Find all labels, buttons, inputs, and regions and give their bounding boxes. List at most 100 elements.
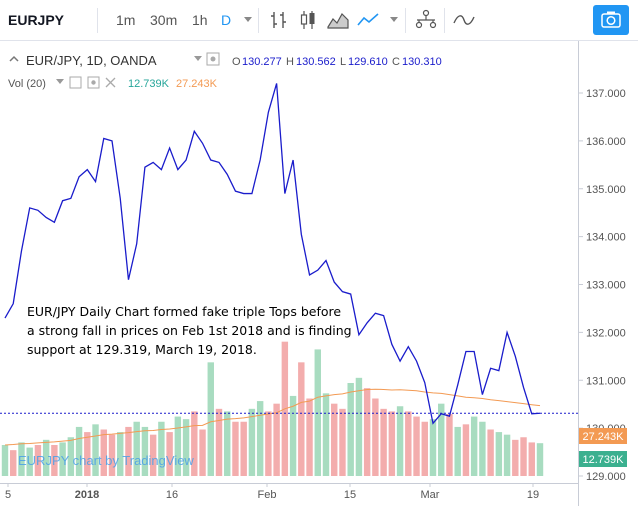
volume-bar [289,395,297,476]
close-value: 130.310 [402,56,442,68]
volume-bar [413,416,420,476]
candle-style-icon[interactable] [296,8,320,32]
time-tick-label: 19 [527,489,539,501]
volume-bar [158,421,165,476]
time-tick-label: 2018 [75,489,99,501]
volume-bar [528,442,535,476]
legend-title: EUR/JPY, 1D, OANDA [26,53,157,68]
volume-bar [347,383,354,476]
price-tick-label: 135.000 [586,184,626,196]
volume-bar [265,411,272,476]
volume-dropdown-icon[interactable] [56,79,64,84]
snapshot-button[interactable] [593,5,629,35]
volume-bar [248,408,256,476]
price-tick-label: 136.000 [586,136,626,148]
volume-bar [84,432,91,476]
time-tick-label: Mar [421,489,440,501]
chart-annotation[interactable]: EUR/JPY Daily Chart formed fake triple T… [27,304,352,357]
interval-30m[interactable]: 30m [150,12,178,28]
price-line [4,83,541,425]
price-axis[interactable]: 129.000130.000131.000132.000133.000134.0… [578,88,626,483]
volume-bar [487,429,494,476]
high-value: 130.562 [296,56,336,68]
volume-bar [396,406,404,476]
volume-bar [405,411,412,476]
low-value: 129.610 [348,56,388,68]
interval-d[interactable]: D [221,12,232,28]
volume-bar [240,421,247,476]
volume-bar [199,429,206,476]
volume-bar [479,421,486,476]
volume-remove-icon[interactable] [105,77,116,88]
volume-bar [141,426,149,476]
indicator-icon[interactable] [452,8,476,32]
volume-legend-title: Vol (20) [8,78,46,90]
volume-bar [100,429,107,476]
price-tick-label: 131.000 [586,375,626,387]
volume-value: 12.739K [128,78,170,90]
volume-bar [363,388,371,476]
bar-style-icon[interactable] [267,8,291,32]
volume-bar [125,426,132,476]
open-label: O [232,56,241,68]
tradingview-watermark[interactable]: EURJPY chart by TradingView [18,453,194,468]
annotation-line-1: EUR/JPY Daily Chart formed fake triple T… [27,304,341,319]
time-tick-label: 16 [166,489,178,501]
volume-bar [314,349,321,476]
compare-icon[interactable] [414,8,438,32]
volume-bars [1,341,544,476]
price-tick-label: 137.000 [586,88,626,100]
time-tick-label: 5 [5,489,11,501]
interval-dropdown-icon[interactable] [244,17,252,22]
chart-style-dropdown-icon[interactable] [390,17,398,22]
volume-bar [92,424,99,476]
time-tick-label: Feb [258,489,277,501]
volume-bar [339,408,346,476]
close-label: C [392,56,400,68]
volume-bar [503,434,511,476]
camera-icon [601,11,621,28]
chart-toolbar: EURJPY 1m 30m 1h D [0,0,638,41]
price-tick-label: 134.000 [586,232,626,244]
volume-bar [174,416,182,476]
volume-bar [42,439,50,476]
price-chart[interactable]: 129.000130.000131.000132.000133.000134.0… [0,41,638,506]
volume-bar [388,411,396,476]
volume-visibility-icon[interactable] [69,76,82,89]
area-style-icon[interactable] [326,8,350,32]
price-tick-label: 133.000 [586,280,626,292]
high-label: H [286,56,294,68]
volume-bar [207,362,214,476]
volume-bar [520,437,527,476]
volume-bar [67,437,75,476]
interval-1h[interactable]: 1h [192,12,208,28]
time-tick-label: 15 [344,489,356,501]
volume-bar [372,398,379,476]
price-tick-label: 132.000 [586,327,626,339]
volume-bar [495,432,503,476]
toolbar-divider [405,8,406,33]
volume-bar [149,434,157,476]
volume-bar [232,421,239,476]
legend-dropdown-icon[interactable] [194,56,202,61]
interval-1m[interactable]: 1m [116,12,136,28]
volume-bar [75,426,83,476]
collapse-legend-icon[interactable] [9,55,19,62]
volume-bar [429,419,437,476]
volume-bar [438,403,445,476]
volume-bar [224,411,231,476]
volume-bar [51,445,58,476]
time-axis[interactable]: 5 2018 16 Feb 15 Mar 19 [5,483,539,501]
toolbar-divider [444,8,445,33]
line-style-icon[interactable] [356,8,380,32]
volume-settings-icon[interactable] [87,76,100,89]
symbol-search[interactable]: EURJPY [8,12,65,28]
volume-bar [470,416,478,476]
legend-settings-icon[interactable] [206,52,220,66]
volume-bar [256,401,264,476]
volume-bar [117,432,124,476]
volume-bar [1,445,9,476]
volume-bar [215,408,223,476]
volume-bar [421,421,428,476]
chart-legend: EUR/JPY, 1D, OANDA O 130.277 H 130.562 L… [8,52,442,90]
